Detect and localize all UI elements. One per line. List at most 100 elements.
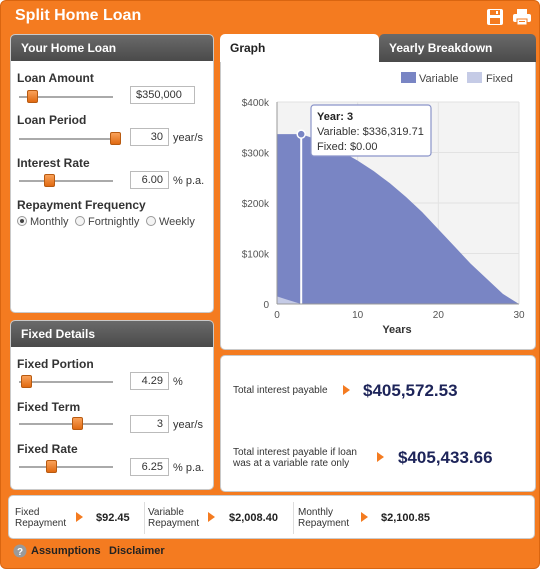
y-tick-label: 0 bbox=[263, 300, 269, 311]
graph-panel: Variable Fixed 0 $100k $200k $300k $400k 0 10 2… bbox=[220, 62, 536, 350]
fixed-repayment-arrow-icon bbox=[76, 512, 83, 522]
radio-weekly[interactable]: Weekly bbox=[146, 216, 195, 228]
fixed-rate-unit: % p.a. bbox=[173, 462, 205, 474]
tab-yearly-breakdown[interactable]: Yearly Breakdown bbox=[379, 34, 536, 62]
y-tick-label: $300k bbox=[242, 149, 270, 160]
variable-repayment-value: $2,008.40 bbox=[229, 512, 278, 524]
variable-interest-arrow-icon bbox=[377, 452, 384, 462]
legend-swatch-fixed bbox=[467, 72, 482, 83]
interest-rate-slider-track[interactable] bbox=[19, 180, 113, 182]
fixed-repayment-label-2: Repayment bbox=[15, 518, 67, 529]
fixed-portion-slider-track[interactable] bbox=[19, 381, 113, 383]
y-tick-label: $200k bbox=[242, 199, 270, 210]
monthly-repayment-label-1: Monthly bbox=[298, 507, 334, 518]
divider bbox=[293, 502, 294, 534]
loan-period-label: Loan Period bbox=[17, 113, 87, 127]
variable-repayment-arrow-icon bbox=[208, 512, 215, 522]
radio-dot-fortnightly[interactable] bbox=[75, 216, 85, 226]
y-tick-label: $100k bbox=[242, 250, 270, 261]
tooltip-year: Year: 3 bbox=[317, 111, 353, 123]
monthly-repayment-label-2: Repayment bbox=[298, 518, 350, 529]
loan-period-input[interactable]: 30 bbox=[130, 128, 169, 146]
fixed-repayment-label-1: Fixed bbox=[15, 507, 40, 518]
legend-swatch-variable bbox=[401, 72, 416, 83]
fixed-portion-unit: % bbox=[173, 376, 183, 388]
variable-interest-label-line1: Total interest payable if loan bbox=[233, 447, 357, 458]
loan-amount-slider-thumb[interactable] bbox=[27, 90, 38, 103]
x-tick-label: 20 bbox=[433, 310, 445, 321]
radio-fortnightly[interactable]: Fortnightly bbox=[75, 216, 139, 228]
chart-axes: 0 $100k $200k $300k $400k 0 10 20 30 bbox=[242, 98, 525, 321]
radio-weekly-label: Weekly bbox=[159, 216, 195, 228]
interest-rate-input[interactable]: 6.00 bbox=[130, 171, 169, 189]
x-tick-label: 0 bbox=[274, 310, 280, 321]
svg-text:?: ? bbox=[17, 547, 23, 558]
fixed-portion-slider-thumb[interactable] bbox=[21, 375, 32, 388]
fixed-repayment-value: $92.45 bbox=[96, 512, 130, 524]
results-panel: Total interest payable $405,572.53 Total… bbox=[220, 355, 536, 492]
loan-period-unit: year/s bbox=[173, 132, 203, 144]
radio-dot-weekly[interactable] bbox=[146, 216, 156, 226]
divider bbox=[144, 502, 145, 534]
total-interest-arrow-icon bbox=[343, 385, 350, 395]
variable-interest-value: $405,433.66 bbox=[398, 448, 493, 467]
home-loan-panel: Your Home Loan Loan Amount $350,000 Loan… bbox=[10, 34, 214, 313]
fixed-term-input[interactable]: 3 bbox=[130, 415, 169, 433]
chart-tooltip: Year: 3 Variable: $336,319.71 Fixed: $0.… bbox=[310, 104, 432, 157]
fixed-term-unit: year/s bbox=[173, 419, 203, 431]
loan-amount-slider-track[interactable] bbox=[19, 96, 113, 98]
interest-rate-label: Interest Rate bbox=[17, 156, 90, 170]
fixed-rate-label: Fixed Rate bbox=[17, 442, 78, 456]
tooltip-variable: Variable: $336,319.71 bbox=[317, 126, 424, 138]
fixed-rate-slider-thumb[interactable] bbox=[46, 460, 57, 473]
monthly-repayment-arrow-icon bbox=[361, 512, 368, 522]
interest-rate-unit: % p.a. bbox=[173, 175, 205, 187]
fixed-term-slider-thumb[interactable] bbox=[72, 417, 83, 430]
repayment-bar: Fixed Repayment $92.45 Variable Repaymen… bbox=[8, 495, 535, 539]
loan-period-slider-track[interactable] bbox=[19, 138, 113, 140]
legend-label-fixed: Fixed bbox=[486, 73, 513, 85]
fixed-rate-slider-track[interactable] bbox=[19, 466, 113, 468]
help-icon[interactable]: ? bbox=[13, 544, 27, 558]
legend-label-variable: Variable bbox=[419, 73, 459, 85]
fixed-term-label: Fixed Term bbox=[17, 400, 81, 414]
hover-point bbox=[296, 129, 306, 139]
x-axis-label: Years bbox=[382, 324, 411, 336]
chart-plot-area bbox=[277, 129, 519, 304]
radio-dot-monthly[interactable] bbox=[17, 216, 27, 226]
disclaimer-link[interactable]: Disclaimer bbox=[109, 545, 165, 557]
series-area-fixed bbox=[277, 296, 302, 304]
assumptions-link[interactable]: Assumptions bbox=[31, 545, 101, 557]
y-tick-label: $400k bbox=[242, 98, 270, 109]
tooltip-fixed: Fixed: $0.00 bbox=[317, 141, 378, 153]
total-interest-value: $405,572.53 bbox=[363, 381, 458, 400]
fixed-details-heading: Fixed Details bbox=[11, 321, 213, 347]
fixed-term-slider-track[interactable] bbox=[19, 423, 113, 425]
fixed-portion-label: Fixed Portion bbox=[17, 357, 94, 371]
title-bar: Split Home Loan bbox=[1, 1, 540, 33]
save-icon[interactable] bbox=[486, 8, 504, 26]
repayment-frequency-label: Repayment Frequency bbox=[17, 198, 146, 212]
loan-amount-label: Loan Amount bbox=[17, 71, 94, 85]
radio-fortnightly-label: Fortnightly bbox=[88, 216, 140, 228]
interest-rate-slider-thumb[interactable] bbox=[44, 174, 55, 187]
x-tick-label: 10 bbox=[352, 310, 364, 321]
x-tick-label: 30 bbox=[513, 310, 525, 321]
fixed-portion-input[interactable]: 4.29 bbox=[130, 372, 169, 390]
radio-monthly[interactable]: Monthly bbox=[17, 216, 69, 228]
variable-interest-label-line2: was at a variable rate only bbox=[233, 458, 350, 469]
tab-graph[interactable]: Graph bbox=[220, 34, 379, 62]
print-icon[interactable] bbox=[512, 8, 532, 26]
loan-balance-chart: Variable Fixed 0 $100k $200k $300k $400k 0 10 2… bbox=[242, 72, 525, 336]
loan-amount-input[interactable]: $350,000 bbox=[130, 86, 195, 104]
variable-repayment-label-2: Repayment bbox=[148, 518, 200, 529]
loan-period-slider-thumb[interactable] bbox=[110, 132, 121, 145]
app-title: Split Home Loan bbox=[15, 7, 142, 24]
fixed-rate-input[interactable]: 6.25 bbox=[130, 458, 169, 476]
monthly-repayment-value: $2,100.85 bbox=[381, 512, 430, 524]
total-interest-label: Total interest payable bbox=[233, 385, 328, 396]
radio-monthly-label: Monthly bbox=[30, 216, 69, 228]
fixed-details-panel: Fixed Details Fixed Portion 4.29 % Fixed… bbox=[10, 320, 214, 490]
home-loan-heading: Your Home Loan bbox=[11, 35, 213, 61]
